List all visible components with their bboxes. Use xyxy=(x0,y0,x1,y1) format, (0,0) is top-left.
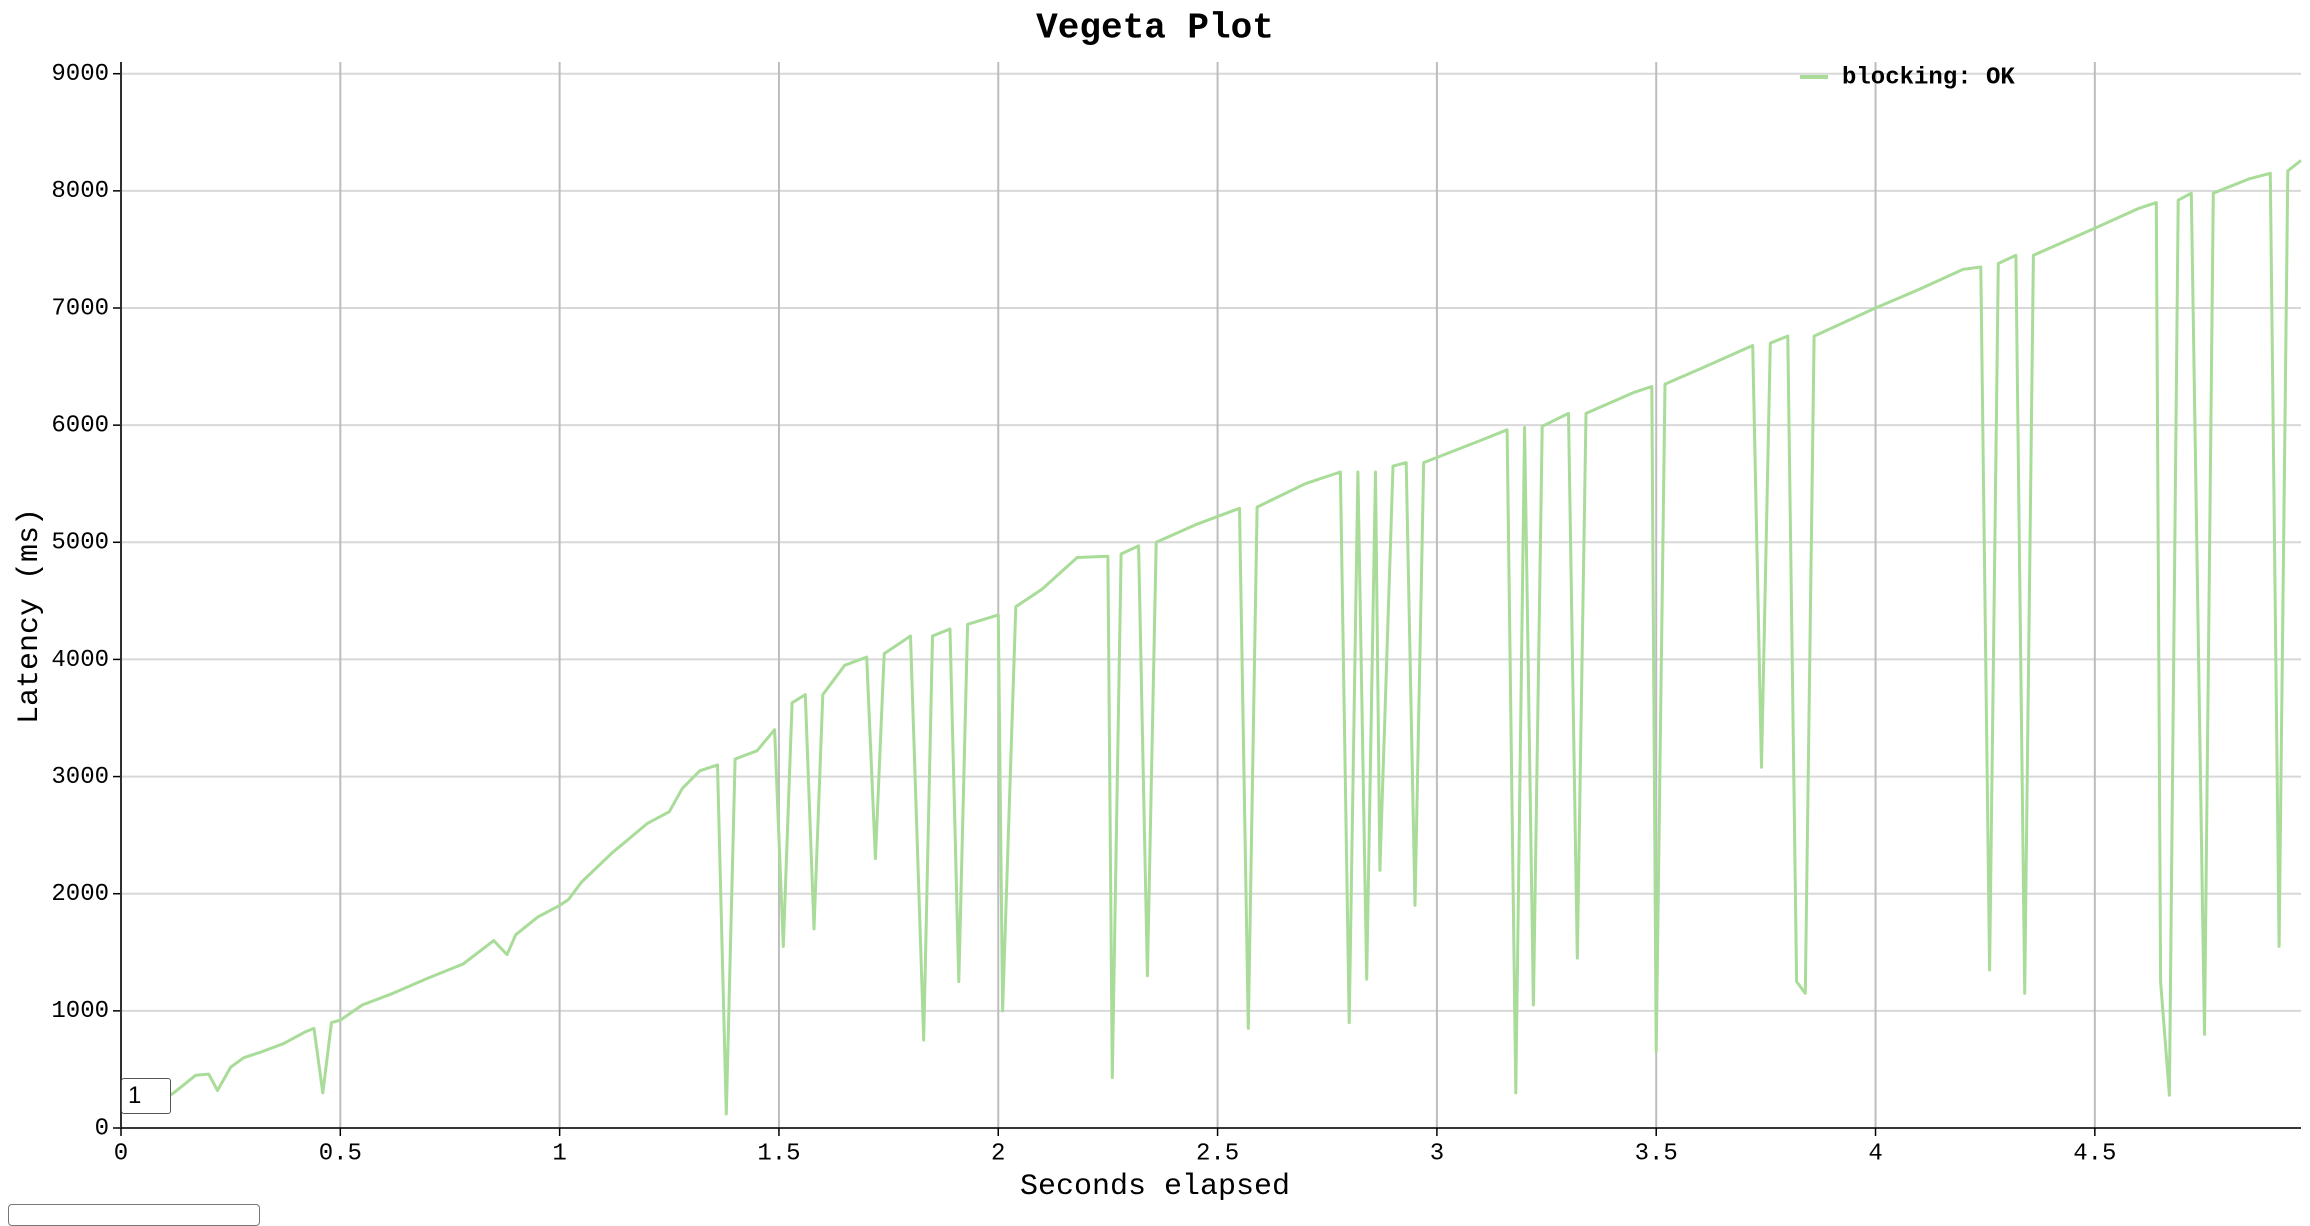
x-tick-label: 2.5 xyxy=(1196,1140,1239,1167)
x-tick-label: 4.5 xyxy=(2073,1140,2116,1167)
chart-title: Vegeta Plot xyxy=(1036,8,1274,49)
x-tick-label: 2 xyxy=(991,1140,1005,1167)
y-tick-label: 0 xyxy=(95,1115,109,1142)
roll-period-input[interactable] xyxy=(121,1078,171,1114)
y-tick-label: 9000 xyxy=(51,61,109,88)
legend-label: blocking: OK xyxy=(1842,64,2015,91)
x-tick-label: 0 xyxy=(114,1140,128,1167)
y-tick-label: 4000 xyxy=(51,647,109,674)
y-tick-label: 1000 xyxy=(51,998,109,1025)
y-tick-label: 6000 xyxy=(51,412,109,439)
x-tick-label: 0.5 xyxy=(319,1140,362,1167)
x-tick-label: 4 xyxy=(1868,1140,1882,1167)
x-tick-label: 1 xyxy=(552,1140,566,1167)
y-tick-label: 3000 xyxy=(51,764,109,791)
x-axis-label: Seconds elapsed xyxy=(1020,1170,1290,1204)
x-tick-label: 1.5 xyxy=(757,1140,800,1167)
x-tick-label: 3.5 xyxy=(1635,1140,1678,1167)
button[interactable] xyxy=(8,1204,260,1226)
y-tick-label: 5000 xyxy=(51,530,109,557)
y-tick-label: 7000 xyxy=(51,295,109,322)
x-tick-label: 3 xyxy=(1430,1140,1444,1167)
y-tick-label: 2000 xyxy=(51,881,109,908)
series-line xyxy=(155,159,2302,1116)
y-tick-label: 8000 xyxy=(51,178,109,205)
y-axis-label: Latency (ms) xyxy=(13,508,47,724)
